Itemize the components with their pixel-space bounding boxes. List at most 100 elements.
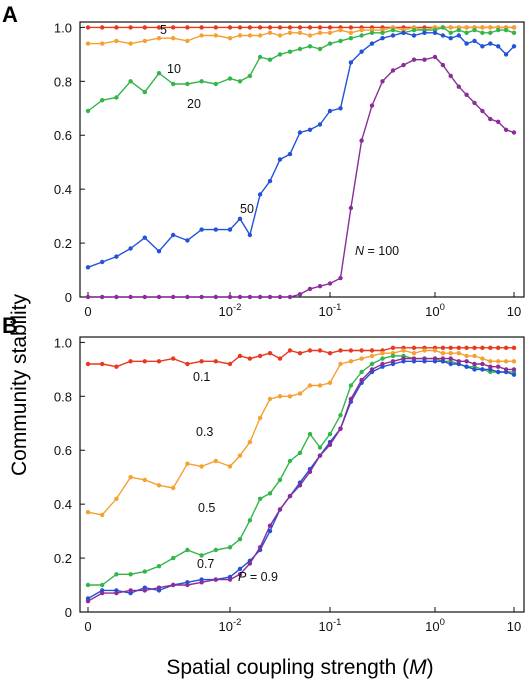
y-tick-label: 1.0 [54, 335, 72, 350]
data-point [185, 461, 190, 466]
data-point [503, 27, 509, 33]
data-point [472, 361, 477, 367]
data-point [247, 232, 253, 238]
data-point [327, 25, 333, 30]
data-point [480, 44, 485, 49]
data-point [100, 294, 105, 300]
data-point [297, 30, 303, 35]
data-point [199, 33, 204, 38]
data-point [380, 36, 385, 41]
panel-letter: A [2, 2, 18, 27]
data-point [317, 348, 323, 353]
data-point [464, 353, 469, 359]
data-point [348, 60, 354, 65]
data-point [390, 359, 396, 364]
series-p0.9 [85, 356, 517, 604]
data-point [448, 345, 453, 350]
data-point [327, 30, 333, 35]
data-point [199, 553, 204, 558]
data-point [199, 25, 204, 30]
data-point [307, 44, 313, 49]
series-label: 0.7 [197, 557, 214, 571]
data-point [267, 30, 273, 35]
y-tick-label: 0.8 [54, 389, 72, 404]
data-point [390, 27, 396, 33]
data-point [503, 345, 509, 350]
data-point [100, 41, 105, 46]
data-point [171, 36, 176, 41]
data-point [456, 351, 461, 356]
data-point [213, 577, 218, 582]
data-point [128, 359, 133, 364]
series-line [88, 56, 515, 298]
data-point [488, 364, 493, 369]
data-point [247, 356, 253, 361]
data-point [411, 345, 417, 350]
x-tick-label: 10-1 [319, 617, 342, 634]
data-point [257, 415, 263, 421]
data-point [369, 361, 375, 367]
data-point [277, 52, 283, 57]
data-point [114, 496, 119, 501]
data-point [359, 369, 364, 375]
data-point [257, 192, 263, 197]
data-point [156, 36, 162, 41]
data-point [237, 33, 243, 38]
data-point [472, 38, 477, 44]
data-point [359, 377, 364, 383]
data-point [369, 103, 375, 108]
data-point [237, 79, 243, 84]
data-point [327, 351, 333, 356]
data-point [267, 351, 273, 356]
series-label: 0.1 [193, 370, 210, 384]
data-point [267, 523, 273, 528]
series-line [88, 26, 514, 45]
data-point [488, 41, 493, 46]
data-point [277, 33, 283, 38]
data-point [440, 351, 446, 356]
data-point [142, 477, 147, 483]
data-point [171, 485, 176, 491]
data-point [401, 62, 406, 68]
data-point [297, 46, 303, 52]
data-point [156, 249, 162, 254]
data-point [128, 246, 133, 251]
data-point [277, 477, 283, 483]
data-point [185, 38, 190, 44]
data-point [480, 30, 485, 35]
data-point [472, 100, 477, 106]
data-point [317, 284, 323, 289]
data-point [432, 54, 438, 60]
data-point [227, 545, 233, 550]
data-point [128, 41, 133, 46]
series-label: 50 [240, 202, 254, 216]
data-point [488, 25, 493, 30]
data-point [359, 49, 364, 54]
data-point [156, 71, 162, 76]
data-point [348, 383, 354, 388]
data-point [142, 25, 147, 30]
data-point [287, 348, 293, 353]
data-point [448, 36, 453, 41]
y-axis-title: Community stability [8, 293, 31, 476]
data-point [327, 442, 333, 447]
data-point [185, 361, 190, 367]
data-point [85, 294, 91, 300]
data-point [267, 178, 273, 184]
data-point [227, 361, 233, 367]
data-point [213, 81, 218, 87]
data-point [297, 391, 303, 396]
data-point [432, 348, 438, 353]
series-0.1 [85, 345, 517, 369]
data-point [503, 52, 509, 57]
data-point [227, 25, 233, 30]
data-point [488, 116, 493, 122]
data-point [237, 353, 243, 359]
data-point [142, 235, 147, 240]
data-point [297, 483, 303, 488]
data-point [327, 281, 333, 286]
data-point [359, 356, 364, 361]
data-point [317, 46, 323, 52]
data-point [317, 30, 323, 35]
